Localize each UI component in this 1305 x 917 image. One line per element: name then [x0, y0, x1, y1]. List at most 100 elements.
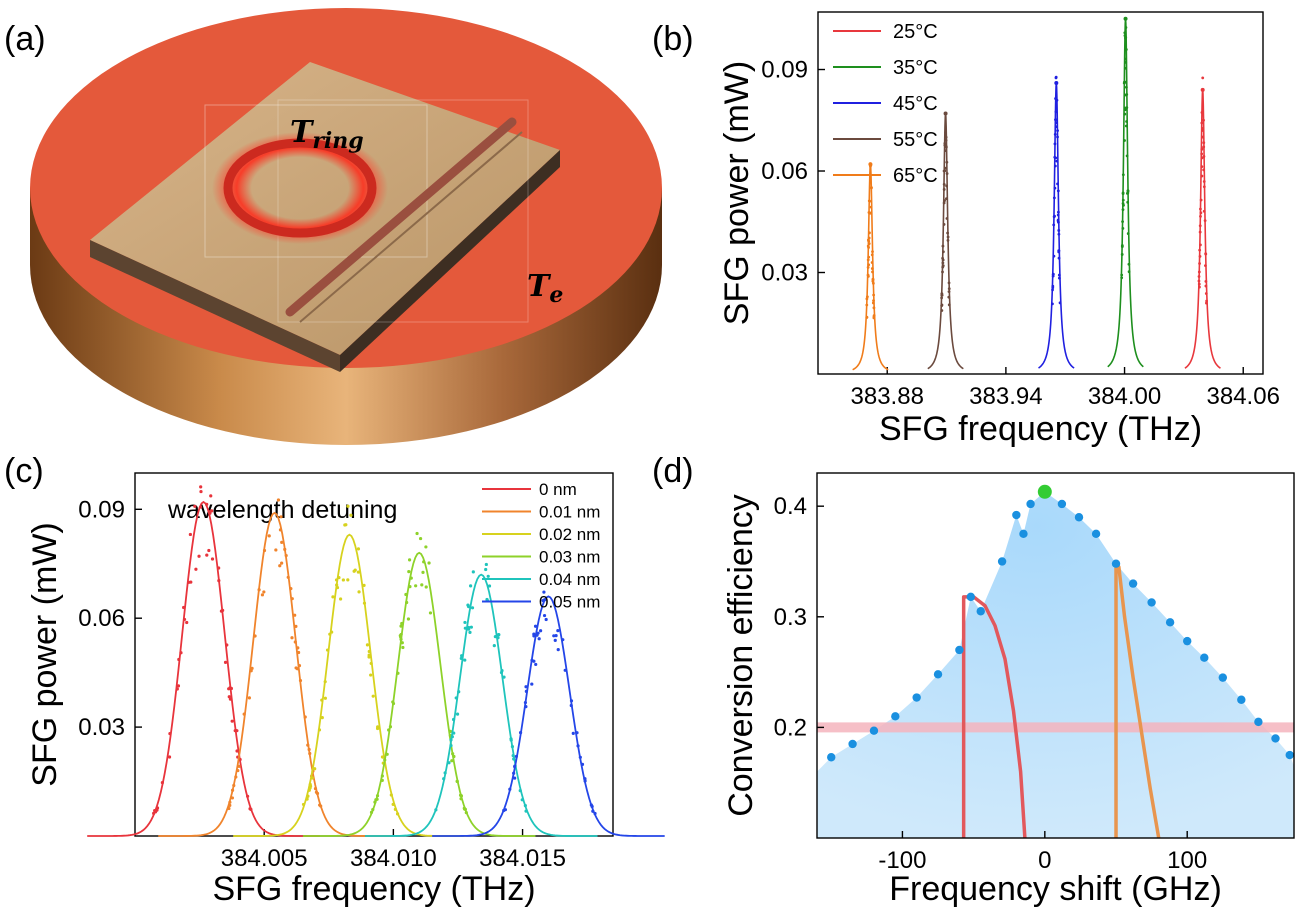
y-tick-label: 0.06: [78, 605, 125, 632]
y-tick-label: 0.09: [78, 496, 125, 523]
series-3-peak-point: [943, 111, 948, 116]
series-1-data-point: [1127, 262, 1131, 266]
series-1-data-point: [1123, 31, 1127, 35]
efficiency-point-11: [1012, 510, 1021, 520]
series-4-data-point: [865, 303, 869, 307]
series-0-data-point: [152, 811, 156, 815]
series-0-data-point: [1197, 279, 1201, 283]
efficiency-point-10: [1019, 529, 1028, 539]
series-0-data-point: [1198, 230, 1202, 234]
series-4-data-point: [449, 738, 453, 742]
efficiency-point-2: [869, 726, 879, 735]
series-3-data-point: [944, 166, 948, 170]
series-5-data-point: [554, 634, 558, 638]
bus-waveguide: [285, 117, 517, 317]
series-4-data-point: [463, 626, 467, 630]
series-0-data-point: [1200, 165, 1204, 169]
efficiency-point-19: [1147, 598, 1156, 607]
panel-c-chart: 384.005 384.010 384.015 0.03 0.06 0.09 SFG fre…: [4, 452, 665, 908]
series-3-data-point: [947, 295, 951, 299]
series-1-data-point: [1124, 36, 1127, 40]
series-3-data-point: [941, 244, 945, 248]
series-2-data-point: [335, 585, 340, 590]
series-3-data-point: [374, 798, 378, 802]
series-1-data-point: [1124, 124, 1128, 128]
series-3-data-point: [459, 797, 463, 801]
ring-inset-frame: [204, 104, 428, 258]
series-2-data-point: [369, 673, 373, 677]
series-5-data-point: [530, 682, 534, 686]
series-4-data-point: [442, 777, 446, 781]
series-1-data-point: [307, 747, 311, 752]
series-2-data-point: [338, 597, 343, 601]
series-0-data-point: [1202, 168, 1206, 172]
series-4-data-point: [467, 627, 471, 631]
series-1-data-point: [1125, 154, 1129, 158]
panel-a-label: (a): [4, 20, 46, 58]
series-3-data-point: [940, 296, 944, 300]
series-2-data-point: [1054, 97, 1057, 100]
series-1-data-point: [313, 787, 318, 791]
series-1-data-point: [267, 534, 271, 538]
series-1-data-point: [1121, 208, 1125, 212]
series-4-data-point: [869, 186, 873, 190]
legend-label: 0 nm: [539, 480, 577, 499]
series-2-data-point: [381, 755, 385, 759]
series-0-data-point: [1199, 211, 1203, 215]
series-0-data-point: [219, 609, 224, 613]
series-0-data-point: [1198, 224, 1202, 228]
series-1-data-point: [257, 588, 261, 592]
series-1-data-point: [1121, 192, 1125, 195]
series-5-data-point: [532, 659, 536, 663]
series-4-data-point: [871, 279, 875, 283]
series-1-data-point: [230, 796, 234, 800]
series-3-data-point: [375, 794, 380, 798]
bus-trench: [299, 131, 523, 323]
series-4-data-point: [523, 803, 527, 808]
series-1-data-point: [319, 804, 323, 808]
series-2-data-point: [341, 578, 345, 582]
series-4-data-point: [468, 630, 472, 634]
efficiency-point-20: [1165, 618, 1175, 627]
series-1-data-point: [294, 624, 298, 628]
series-4-data-point: [872, 316, 876, 320]
series-2-data-point: [331, 595, 335, 599]
series-1-data-point: [250, 666, 254, 670]
series-2-data-point: [1053, 214, 1056, 218]
series-4-data-point: [518, 788, 522, 793]
y-axis-title: SFG power (mW): [26, 522, 64, 786]
series-4-fit-line: [852, 164, 889, 371]
series-4-data-point: [484, 567, 488, 572]
series-1-data-point: [247, 696, 251, 700]
legend-label: 0.02 nm: [539, 525, 600, 544]
series-1-data-point: [296, 646, 300, 650]
series-4-data-point: [871, 250, 874, 253]
t-ring-label: T: [290, 115, 315, 150]
ring-glow: [212, 132, 388, 244]
threshold-band: [817, 722, 1294, 733]
chip-side-front: [90, 240, 340, 372]
series-4-data-point: [500, 669, 504, 673]
series-0-data-point: [1202, 185, 1206, 189]
series-4-data-point: [867, 246, 870, 249]
series-0-data-point: [153, 809, 157, 813]
series-1-data-point: [290, 636, 294, 640]
x-axis-title: SFG frequency (THz): [879, 410, 1202, 448]
series-3-data-point: [399, 624, 403, 628]
series-5-data-point: [583, 777, 587, 781]
series-5-data-point: [576, 744, 580, 748]
series-5-data-point: [561, 638, 565, 642]
series-3-data-point: [421, 570, 425, 574]
series-1-data-point: [1120, 244, 1124, 247]
series-2-data-point: [346, 504, 350, 508]
series-5-data-point: [533, 624, 538, 628]
series-2-data-point: [346, 578, 350, 582]
series-3-data-point: [414, 584, 418, 588]
series-2-data-point: [367, 653, 371, 657]
series-4-data-point: [512, 757, 516, 761]
series-5-data-point: [553, 638, 557, 642]
micro-ring: [223, 138, 377, 238]
series-0-peak-point: [1200, 87, 1205, 92]
series-1-fit-curve: [158, 511, 391, 837]
series-5-data-point: [569, 703, 573, 708]
